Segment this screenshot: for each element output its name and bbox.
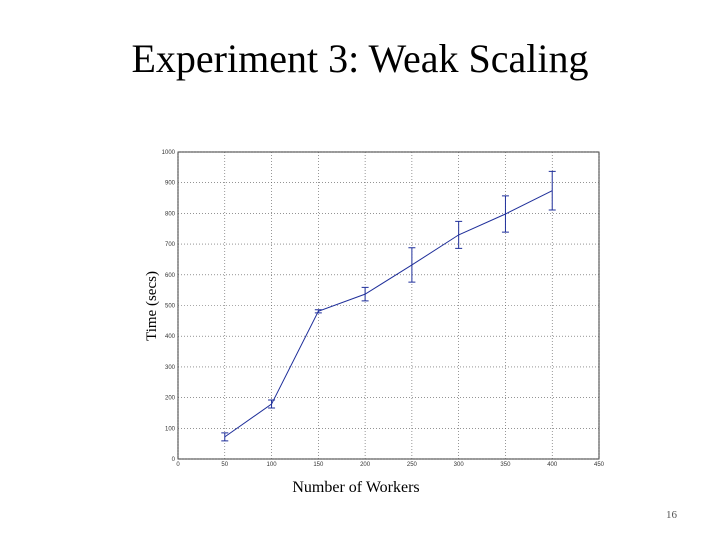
error-bar xyxy=(221,432,229,442)
y-axis-label: Time (secs) xyxy=(144,271,160,341)
error-bar xyxy=(361,286,369,302)
error-bar xyxy=(268,399,276,409)
y-tick-label: 500 xyxy=(165,304,176,310)
x-tick-label: 50 xyxy=(221,462,228,468)
y-tick-label: 0 xyxy=(172,457,176,463)
x-tick-label: 450 xyxy=(594,462,605,468)
x-tick-label: 300 xyxy=(454,462,465,468)
x-tick-label: 350 xyxy=(500,462,511,468)
data-line xyxy=(224,190,553,438)
y-tick-label: 100 xyxy=(165,426,176,432)
slide-title: Experiment 3: Weak Scaling xyxy=(131,36,588,81)
x-tick-label: 400 xyxy=(547,462,558,468)
error-bar xyxy=(548,170,556,211)
x-tick-label: 200 xyxy=(360,462,371,468)
x-tick-label: 250 xyxy=(407,462,418,468)
error-bar xyxy=(408,247,416,283)
page-number: 16 xyxy=(666,509,678,521)
y-tick-label: 300 xyxy=(165,365,176,371)
x-tick-label: 0 xyxy=(176,462,180,468)
error-bar xyxy=(455,220,463,249)
y-tick-label: 600 xyxy=(165,273,176,279)
y-tick-label: 1000 xyxy=(162,150,176,156)
y-tick-label: 900 xyxy=(165,181,176,187)
y-tick-label: 200 xyxy=(165,396,176,402)
y-tick-label: 800 xyxy=(165,211,176,217)
y-tick-label: 700 xyxy=(165,242,176,248)
error-bar xyxy=(501,195,509,233)
x-tick-label: 150 xyxy=(313,462,324,468)
x-tick-label: 100 xyxy=(267,462,278,468)
y-tick-label: 400 xyxy=(165,334,176,340)
x-axis-label: Number of Workers xyxy=(292,479,419,496)
error-bar xyxy=(314,309,322,314)
